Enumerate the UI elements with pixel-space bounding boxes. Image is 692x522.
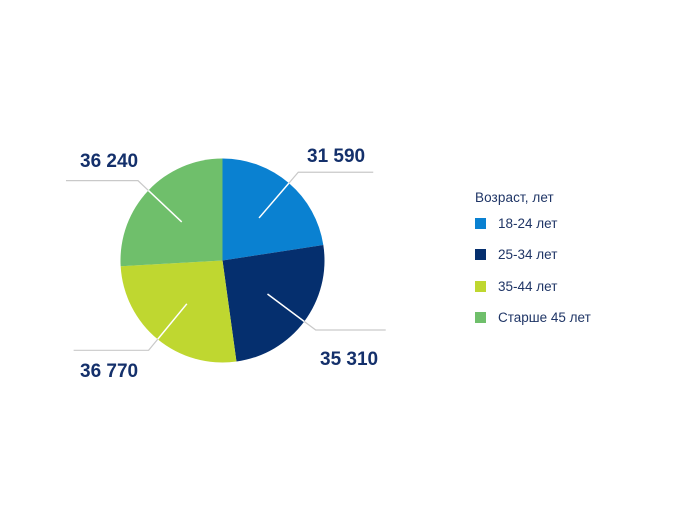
pie-slice-18-24 — [222, 158, 324, 261]
data-labels: 31 590 35 310 36 770 36 240 — [80, 146, 378, 382]
legend-item-18-24: 18-24 лет — [475, 215, 591, 231]
leader-line-inner — [258, 182, 290, 219]
legend-title: Возраст, лет — [475, 190, 554, 205]
legend-item-over-45: Старше 45 лет — [475, 310, 591, 326]
leader-line-outer — [288, 171, 374, 184]
legend-label: Старше 45 лет — [498, 310, 591, 325]
legend-swatch — [475, 249, 486, 260]
leader-line-outer — [73, 338, 159, 351]
legend-item-35-44: 35-44 лет — [475, 278, 591, 294]
legend: Возраст, лет 18-24 лет 25-34 лет 35-44 л… — [475, 190, 591, 341]
data-label-25-34: 35 310 — [320, 349, 378, 370]
leader-line-inner — [267, 293, 305, 323]
legend-label: 35-44 лет — [498, 278, 558, 294]
legend-label: 25-34 лет — [498, 247, 558, 262]
pie-slices — [120, 158, 325, 363]
data-label-35-44: 36 770 — [80, 361, 138, 382]
legend-item-25-34: 25-34 лет — [475, 247, 591, 263]
leader-line-inner — [147, 189, 183, 223]
leader-line-outer — [65, 180, 149, 191]
leader-lines — [65, 171, 386, 351]
pie-slice-35-44 — [120, 260, 237, 363]
legend-swatch — [475, 280, 486, 292]
legend-swatch — [475, 217, 486, 229]
legend-swatch — [475, 312, 486, 323]
leader-line-inner — [157, 303, 188, 340]
leader-line-outer — [303, 320, 386, 331]
data-label-18-24: 31 590 — [307, 146, 365, 167]
pie-slice-25-34 — [222, 245, 325, 362]
data-label-over-45: 36 240 — [80, 151, 138, 172]
legend-label: 18-24 лет — [498, 215, 558, 231]
